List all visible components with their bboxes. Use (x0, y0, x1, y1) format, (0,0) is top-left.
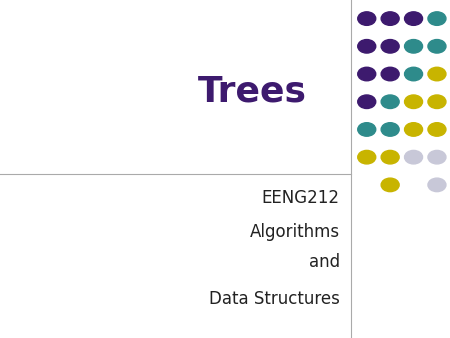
Circle shape (381, 67, 399, 81)
Circle shape (358, 67, 376, 81)
Text: Data Structures: Data Structures (209, 290, 340, 308)
Circle shape (381, 178, 399, 192)
Text: Algorithms: Algorithms (250, 222, 340, 241)
Circle shape (358, 95, 376, 108)
Circle shape (358, 150, 376, 164)
Text: and: and (309, 253, 340, 271)
Circle shape (428, 150, 446, 164)
Circle shape (358, 40, 376, 53)
Circle shape (428, 67, 446, 81)
Circle shape (381, 123, 399, 136)
Circle shape (428, 95, 446, 108)
Circle shape (358, 12, 376, 25)
Text: EENG212: EENG212 (262, 189, 340, 207)
Circle shape (405, 40, 423, 53)
Circle shape (428, 123, 446, 136)
Circle shape (381, 40, 399, 53)
Circle shape (405, 123, 423, 136)
Circle shape (381, 150, 399, 164)
Circle shape (381, 12, 399, 25)
Circle shape (428, 12, 446, 25)
Circle shape (428, 178, 446, 192)
Circle shape (358, 123, 376, 136)
Circle shape (428, 40, 446, 53)
Circle shape (405, 12, 423, 25)
Circle shape (381, 95, 399, 108)
Circle shape (405, 95, 423, 108)
Circle shape (405, 150, 423, 164)
Text: Trees: Trees (198, 74, 306, 108)
Circle shape (405, 67, 423, 81)
